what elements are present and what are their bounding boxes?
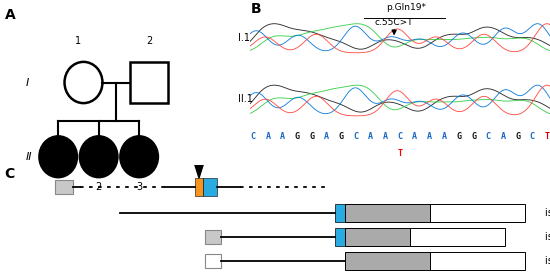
Text: A: A <box>442 132 447 141</box>
Bar <box>430 204 525 222</box>
Text: A: A <box>266 132 271 141</box>
Text: T: T <box>544 132 549 141</box>
Text: A: A <box>5 8 16 22</box>
Bar <box>345 252 430 270</box>
Circle shape <box>80 136 118 177</box>
Bar <box>203 178 217 196</box>
Bar <box>205 254 221 268</box>
Text: C: C <box>4 167 14 181</box>
Text: I.1: I.1 <box>238 32 250 43</box>
Text: C: C <box>530 132 535 141</box>
Text: G: G <box>339 132 344 141</box>
Text: isoform 2: isoform 2 <box>545 232 550 242</box>
Text: T: T <box>398 149 403 158</box>
Text: B: B <box>250 2 261 16</box>
Text: 2: 2 <box>146 36 152 46</box>
Bar <box>335 228 345 246</box>
Bar <box>55 180 73 194</box>
Text: isoform 3: isoform 3 <box>545 256 550 266</box>
Text: isoform 1: isoform 1 <box>545 208 550 218</box>
Text: c.55C>T: c.55C>T <box>375 18 414 27</box>
Bar <box>345 228 410 246</box>
Text: G: G <box>310 132 315 141</box>
Text: II: II <box>25 152 32 162</box>
Bar <box>130 62 168 103</box>
Text: C: C <box>354 132 359 141</box>
Polygon shape <box>193 159 205 178</box>
Text: A: A <box>280 132 285 141</box>
Text: G: G <box>471 132 476 141</box>
Text: 2: 2 <box>96 182 102 192</box>
Text: II.1: II.1 <box>238 94 253 104</box>
Text: 1: 1 <box>75 36 81 46</box>
Text: C: C <box>486 132 491 141</box>
Text: A: A <box>383 132 388 141</box>
Text: 1: 1 <box>55 182 61 192</box>
Text: p.Gln19*: p.Gln19* <box>386 3 426 12</box>
Bar <box>195 178 203 196</box>
Text: A: A <box>412 132 417 141</box>
Text: C: C <box>251 132 256 141</box>
Bar <box>430 252 525 270</box>
Text: I: I <box>25 78 29 87</box>
Bar <box>345 204 430 222</box>
Circle shape <box>39 136 77 177</box>
Circle shape <box>120 136 158 177</box>
Bar <box>205 230 221 244</box>
Text: A: A <box>500 132 505 141</box>
Bar <box>410 228 505 246</box>
Text: G: G <box>456 132 461 141</box>
Text: 3: 3 <box>136 182 142 192</box>
Text: A: A <box>324 132 329 141</box>
Text: C: C <box>398 132 403 141</box>
Bar <box>335 204 345 222</box>
Text: G: G <box>515 132 520 141</box>
Text: A: A <box>427 132 432 141</box>
Text: A: A <box>368 132 373 141</box>
Text: G: G <box>295 132 300 141</box>
